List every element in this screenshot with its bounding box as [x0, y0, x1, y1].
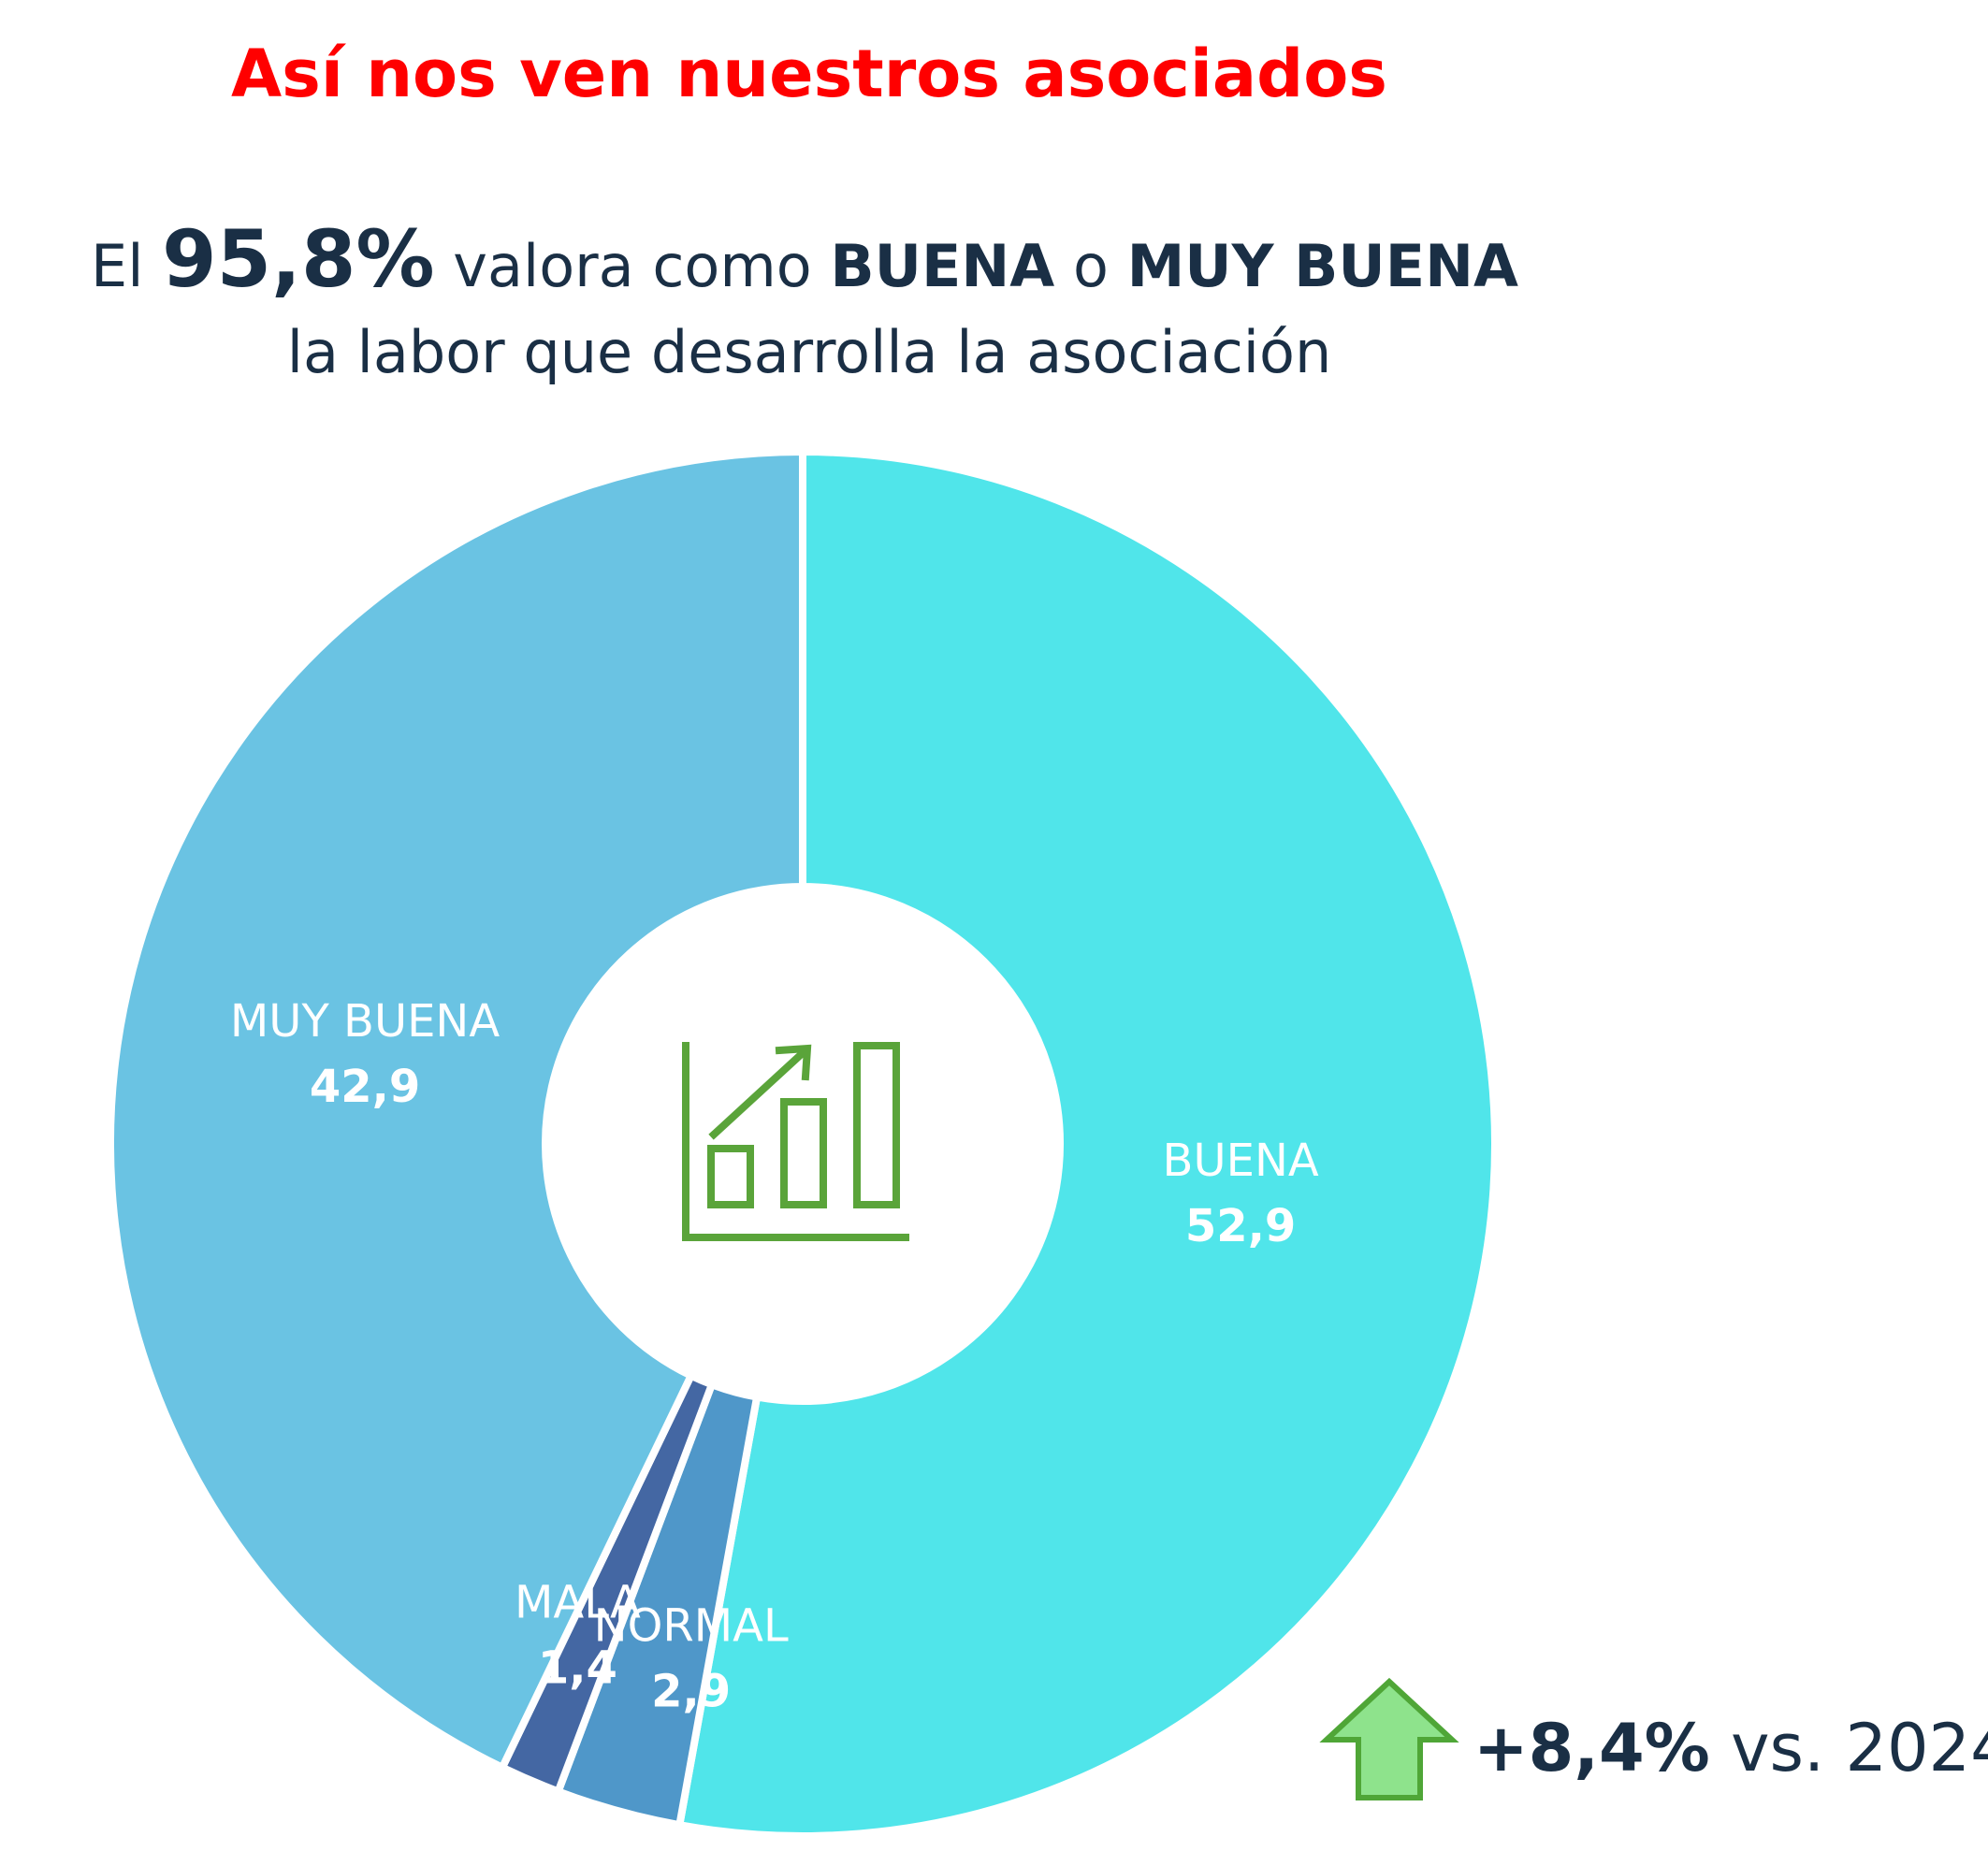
subtitle-muy-buena: MUY BUENA [1126, 232, 1518, 300]
slice-value-buena: 52,9 [1185, 1200, 1296, 1252]
up-arrow-icon [1319, 1677, 1459, 1800]
change-text: +8,4% vs. 2024 [1473, 1710, 1988, 1786]
slice-label-mala: MALA [515, 1577, 641, 1629]
donut-hole [545, 887, 1060, 1401]
subtitle-connector: o [1072, 232, 1109, 300]
slice-value-mala: 1,4 [538, 1642, 617, 1695]
chart-slices [107, 447, 1499, 1840]
subtitle-buena: BUENA [830, 232, 1055, 300]
slice-label-buena: BUENA [1163, 1135, 1319, 1187]
subtitle-prefix: El [91, 232, 144, 300]
page-title: Así nos ven nuestros asociados [231, 36, 1387, 112]
subtitle-line-2: la labor que desarrolla la asociación [286, 318, 1332, 386]
change-value: +8,4% [1473, 1710, 1710, 1786]
subtitle-middle: valora como [453, 232, 812, 300]
subtitle-highlight: 95,8% [162, 213, 435, 305]
slice-label-muy-buena: MUY BUENA [230, 995, 500, 1048]
slice-label-normal: NORMAL [594, 1600, 789, 1653]
subtitle-line-1: El 95,8% valora como BUENA o MUY BUENA [0, 213, 1609, 305]
change-suffix: vs. 2024 [1731, 1710, 1988, 1786]
slice-value-normal: 2,9 [651, 1666, 731, 1718]
slice-value-muy-buena: 42,9 [310, 1061, 420, 1113]
change-indicator: +8,4% vs. 2024 [1319, 1674, 1988, 1805]
growth-chart-icon [682, 1042, 909, 1241]
